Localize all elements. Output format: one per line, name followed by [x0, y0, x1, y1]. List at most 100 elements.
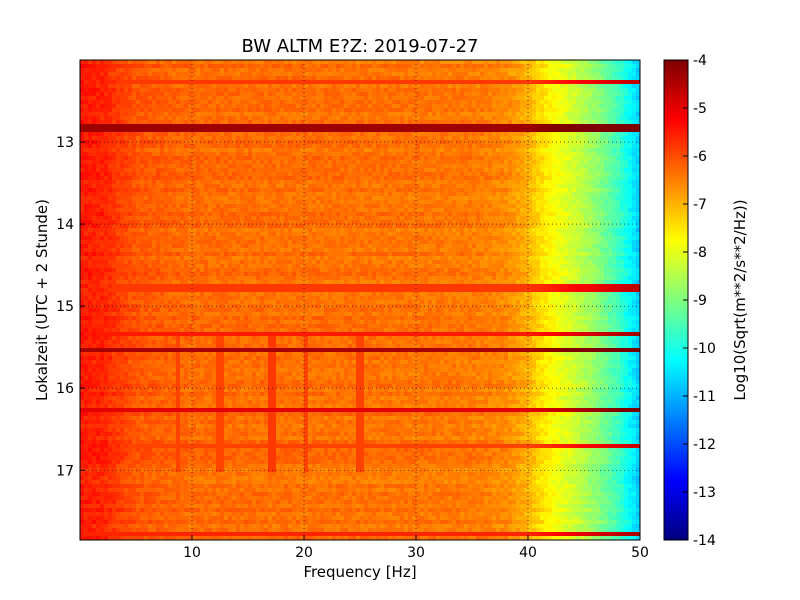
heatmap-cell — [100, 180, 105, 185]
heatmap-cell — [384, 124, 389, 129]
heatmap-cell — [120, 112, 125, 117]
heatmap-cell — [464, 164, 469, 169]
heatmap-cell — [164, 192, 169, 197]
heatmap-cell — [560, 80, 565, 85]
heatmap-cell — [512, 92, 517, 97]
heatmap-cell — [444, 192, 449, 197]
heatmap-cell — [400, 192, 405, 197]
heatmap-cell — [360, 152, 365, 157]
heatmap-cell — [300, 188, 305, 193]
heatmap-cell — [284, 116, 289, 121]
heatmap-cell — [256, 136, 261, 141]
heatmap-cell — [536, 156, 541, 161]
heatmap-cell — [360, 92, 365, 97]
heatmap-cell — [268, 152, 273, 157]
heatmap-cell — [232, 112, 237, 117]
heatmap-cell — [420, 88, 425, 93]
heatmap-cell — [108, 120, 113, 125]
heatmap-cell — [548, 180, 553, 185]
heatmap-cell — [288, 168, 293, 173]
heatmap-cell — [116, 184, 121, 189]
heatmap-cell — [516, 120, 521, 125]
heatmap-cell — [260, 196, 265, 201]
heatmap-cell — [500, 80, 505, 85]
heatmap-cell — [224, 188, 229, 193]
heatmap-cell — [428, 168, 433, 173]
heatmap-cell — [256, 104, 261, 109]
heatmap-cell — [424, 88, 429, 93]
heatmap-cell — [496, 84, 501, 89]
heatmap-cell — [144, 76, 149, 81]
heatmap-cell — [184, 176, 189, 181]
heatmap-cell — [196, 144, 201, 149]
heatmap-cell — [580, 116, 585, 121]
heatmap-cell — [280, 136, 285, 141]
heatmap-cell — [464, 160, 469, 165]
heatmap-cell — [316, 60, 321, 65]
heatmap-cell — [512, 76, 517, 81]
heatmap-cell — [596, 164, 601, 169]
heatmap-cell — [572, 180, 577, 185]
heatmap-cell — [420, 192, 425, 197]
heatmap-cell — [244, 132, 249, 137]
heatmap-cell — [564, 140, 569, 145]
heatmap-cell — [384, 184, 389, 189]
heatmap-cell — [204, 136, 209, 141]
heatmap-cell — [152, 144, 157, 149]
heatmap-cell — [196, 140, 201, 145]
heatmap-cell — [388, 148, 393, 153]
heatmap-cell — [284, 92, 289, 97]
heatmap-cell — [424, 120, 429, 125]
heatmap-cell — [316, 108, 321, 113]
heatmap-cell — [368, 124, 373, 129]
heatmap-cell — [492, 80, 497, 85]
heatmap-cell — [360, 160, 365, 165]
heatmap-cell — [548, 140, 553, 145]
heatmap-cell — [200, 108, 205, 113]
heatmap-cell — [260, 64, 265, 69]
heatmap-cell — [304, 200, 309, 205]
heatmap-cell — [84, 148, 89, 153]
heatmap-cell — [152, 88, 157, 93]
heatmap-cell — [496, 88, 501, 93]
heatmap-cell — [136, 152, 141, 157]
heatmap-cell — [484, 120, 489, 125]
heatmap-cell — [636, 188, 640, 193]
heatmap-cell — [272, 172, 277, 177]
heatmap-cell — [80, 64, 85, 69]
heatmap-cell — [420, 84, 425, 89]
heatmap-cell — [544, 108, 549, 113]
heatmap-cell — [244, 92, 249, 97]
heatmap-cell — [180, 184, 185, 189]
heatmap-cell — [528, 156, 533, 161]
heatmap-cell — [232, 200, 237, 205]
heatmap-cell — [588, 172, 593, 177]
heatmap-cell — [120, 92, 125, 97]
heatmap-cell — [440, 168, 445, 173]
heatmap-cell — [336, 92, 341, 97]
heatmap-cell — [572, 96, 577, 101]
heatmap-cell — [496, 148, 501, 153]
heatmap-cell — [480, 76, 485, 81]
heatmap-cell — [472, 196, 477, 201]
heatmap-cell — [416, 180, 421, 185]
heatmap-cell — [512, 180, 517, 185]
heatmap-cell — [584, 172, 589, 177]
heatmap-cell — [164, 156, 169, 161]
heatmap-cell — [488, 156, 493, 161]
heatmap-cell — [416, 160, 421, 165]
heatmap-cell — [424, 84, 429, 89]
heatmap-cell — [416, 168, 421, 173]
heatmap-cell — [352, 88, 357, 93]
heatmap-cell — [92, 180, 97, 185]
heatmap-cell — [376, 88, 381, 93]
heatmap-cell — [200, 152, 205, 157]
heatmap-cell — [576, 108, 581, 113]
heatmap-cell — [284, 140, 289, 145]
heatmap-cell — [344, 112, 349, 117]
heatmap-cell — [476, 196, 481, 201]
heatmap-cell — [432, 168, 437, 173]
heatmap-cell — [400, 104, 405, 109]
heatmap-cell — [324, 192, 329, 197]
heatmap-cell — [280, 108, 285, 113]
